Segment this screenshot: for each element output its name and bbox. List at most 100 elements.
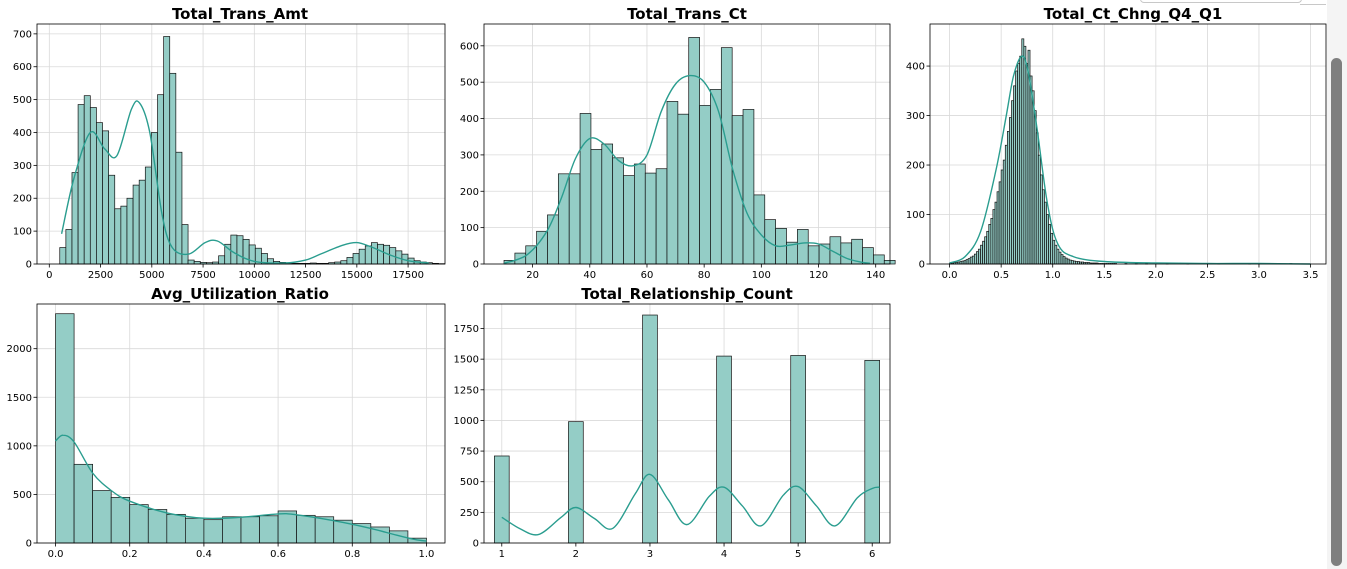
histogram-bar (240, 516, 260, 544)
x-tick-label: 0.4 (196, 549, 212, 560)
axes-frame (36, 23, 446, 265)
histogram-bar (114, 208, 122, 265)
kde-curve (55, 434, 427, 542)
histogram-bar (797, 229, 809, 265)
y-tick-label: 1500 (454, 355, 479, 366)
chart-title: Total_Trans_Ct (627, 5, 747, 23)
histogram-bar (536, 230, 548, 265)
y-tick-label: 300 (460, 150, 479, 161)
subplot-total-ct-chng-q4-q1: Total_Ct_Chng_Q4_Q1 0.0 0.5 1.0 1.5 2.0 2.5 3.… (906, 5, 1334, 281)
histogram-bar (864, 360, 880, 544)
histogram-bar (634, 163, 646, 265)
x-tick-label: 15000 (341, 270, 373, 281)
histogram-bar (187, 259, 195, 265)
histogram-bar (590, 149, 603, 265)
x-tick-label: 0.6 (270, 549, 286, 560)
histogram-bar (688, 37, 700, 265)
x-tick-label: 5 (795, 549, 801, 560)
histogram-bar (120, 205, 128, 265)
histogram-bar (547, 214, 559, 265)
histogram-bar (218, 255, 226, 265)
y-tick-label: 100 (460, 223, 479, 234)
histogram-bar (579, 113, 592, 265)
histogram-bar (73, 463, 93, 544)
histogram-bar (557, 173, 570, 265)
histogram-bar (277, 510, 297, 544)
y-tick-label: 500 (460, 78, 479, 89)
y-tick-label: 500 (13, 490, 32, 501)
chart-title: Total_Trans_Amt (172, 5, 308, 23)
y-tick-label: 700 (13, 29, 32, 40)
histogram-bar (71, 172, 79, 265)
x-tick-label: 20 (526, 270, 539, 281)
x-tick-label: 1 (499, 549, 505, 560)
histogram-bar (742, 109, 755, 265)
y-tick-label: 0 (26, 260, 32, 271)
x-tick-label: 5000 (139, 270, 164, 281)
y-tick-label: 400 (460, 114, 479, 125)
x-tick-label: 0.8 (344, 549, 360, 560)
y-tick-label: 750 (460, 447, 479, 458)
y-tick-label: 300 (13, 161, 32, 172)
y-tick-label: 1250 (454, 385, 479, 396)
histogram-bar (568, 173, 581, 265)
y-tick-label: 300 (906, 111, 925, 122)
histogram-bar (364, 245, 372, 265)
histogram-bar (699, 105, 711, 265)
x-tick-label: 1.0 (419, 549, 435, 560)
histogram-bar (666, 101, 679, 265)
x-tick-label: 0.5 (993, 270, 1009, 281)
x-tick-label: 10000 (238, 270, 270, 281)
subplot-total-trans-ct: Total_Trans_Ct 20 40 60 80 100 120 140 0 100 200 3… (460, 5, 896, 281)
histogram-bar (377, 243, 384, 265)
histogram-bar (612, 157, 624, 265)
histogram-bar (296, 514, 316, 544)
y-tick-label: 1500 (7, 393, 32, 404)
histogram-bar (89, 107, 97, 265)
kde-curve (60, 100, 429, 264)
scrollbar-thumb[interactable] (1331, 58, 1342, 566)
histogram-bar (731, 115, 744, 265)
y-tick-label: 600 (13, 62, 32, 73)
histogram-bar (623, 175, 635, 265)
histogram-bar (346, 257, 354, 265)
histogram-bar (169, 72, 177, 265)
kde-curve (503, 74, 871, 264)
x-tick-label: 0.0 (48, 549, 64, 560)
histogram-bar (108, 174, 116, 265)
histogram-bar (862, 247, 874, 265)
histogram-bar (181, 224, 189, 265)
x-tick-label: 2.0 (1148, 270, 1164, 281)
chart-title: Total_Relationship_Count (581, 285, 793, 303)
x-tick-label: 3 (647, 549, 653, 560)
histogram-bar (753, 194, 766, 265)
x-tick-label: 4 (721, 549, 727, 560)
histogram-bar (83, 95, 91, 265)
histogram-bar (340, 260, 348, 265)
y-tick-label: 1000 (7, 441, 32, 452)
y-tick-label: 0 (473, 260, 479, 271)
histogram-bar (222, 516, 242, 544)
histogram-bar (175, 151, 183, 265)
toolbar-edge-right (1300, 0, 1326, 5)
histogram-bar (601, 143, 614, 265)
x-tick-label: 0.2 (122, 549, 138, 560)
x-tick-label: 17500 (392, 270, 424, 281)
y-tick-label: 200 (906, 161, 925, 172)
y-tick-label: 100 (906, 210, 925, 221)
toolbar-edge (1140, 0, 1302, 3)
y-tick-label: 1000 (454, 416, 479, 427)
y-tick-label: 400 (906, 62, 925, 73)
x-tick-label: 2.5 (1199, 270, 1215, 281)
histogram-bar (764, 219, 776, 265)
histogram-bar (568, 421, 584, 544)
x-tick-label: 3.0 (1251, 270, 1267, 281)
x-tick-label: 0.0 (942, 270, 958, 281)
x-tick-label: 60 (641, 270, 654, 281)
histogram-bar (147, 509, 168, 544)
y-tick-label: 500 (13, 95, 32, 106)
axes-frame (929, 23, 1327, 265)
histogram-bar (352, 253, 360, 265)
histogram-bar (840, 242, 853, 265)
histogram-bar (644, 172, 657, 265)
